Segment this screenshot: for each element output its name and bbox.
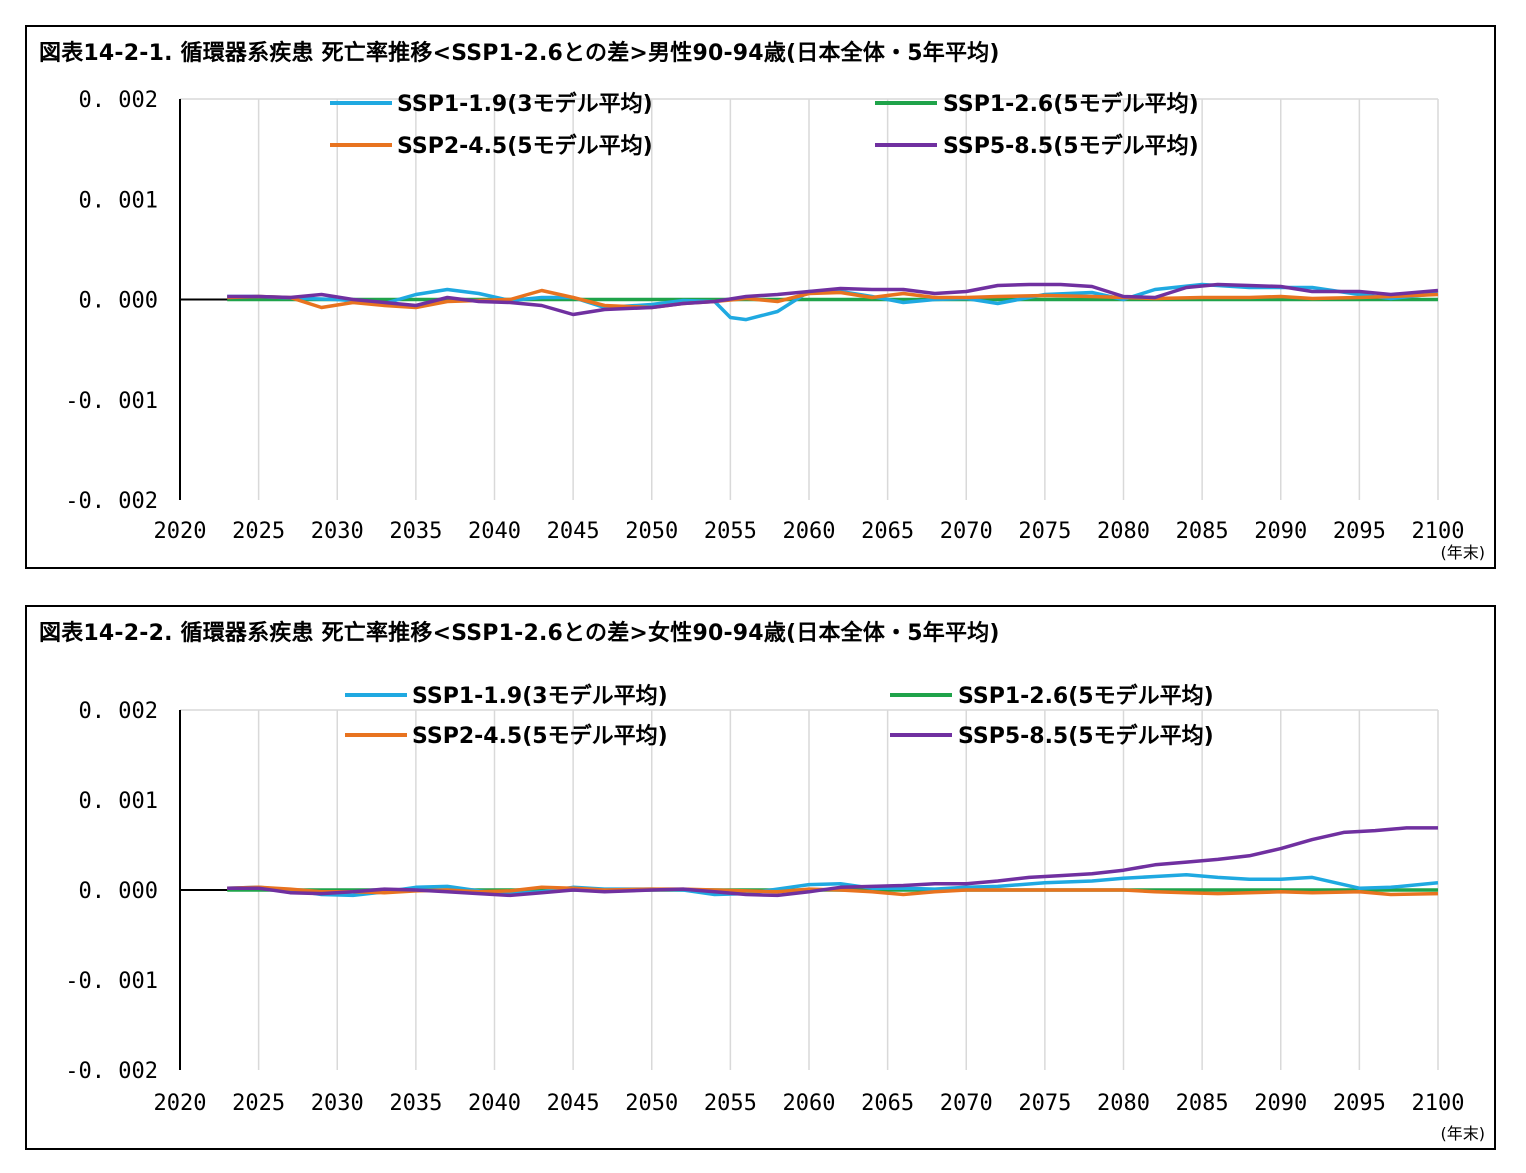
- x-tick-label: 2090: [1254, 1091, 1307, 1116]
- x-tick-label: 2035: [389, 519, 442, 544]
- y-tick-label: 0. 002: [79, 88, 158, 113]
- x-tick-label: 2080: [1097, 1091, 1150, 1116]
- chart-panel-male: 図表14-2-1. 循環器系疾患 死亡率推移<SSP1-2.6との差>男性90-…: [25, 25, 1496, 569]
- x-tick-label: 2100: [1412, 519, 1465, 544]
- x-tick-label: 2050: [625, 1091, 678, 1116]
- y-tick-label: 0. 001: [79, 789, 158, 814]
- x-tick-label: 2025: [232, 1091, 285, 1116]
- x-tick-label: 2030: [311, 1091, 364, 1116]
- y-tick-label: -0. 001: [65, 389, 158, 414]
- series-line-3: [227, 826, 1438, 898]
- x-tick-label: 2020: [154, 519, 207, 544]
- chart-panel-female: 図表14-2-2. 循環器系疾患 死亡率推移<SSP1-2.6との差>女性90-…: [25, 605, 1496, 1150]
- line-chart-male: 0. 002 0. 001 0. 000 -0. 001 -0. 002 2020 2025…: [65, 88, 1486, 562]
- x-tick-label: 2070: [940, 519, 993, 544]
- x-tick-label: 2050: [625, 519, 678, 544]
- x-tick-label: 2065: [861, 519, 914, 544]
- x-tick-label: 2100: [1412, 1091, 1465, 1116]
- x-tick-label: 2085: [1176, 519, 1229, 544]
- x-tick-label: 2095: [1333, 519, 1386, 544]
- x-tick-label: 2085: [1176, 1091, 1229, 1116]
- y-tick-label: 0. 000: [79, 879, 158, 904]
- x-unit-label: (年末): [1441, 543, 1486, 562]
- x-tick-label: 2055: [704, 1091, 757, 1116]
- x-tick-label: 2060: [783, 519, 836, 544]
- x-tick-label: 2045: [547, 1091, 600, 1116]
- x-tick-label: 2025: [232, 519, 285, 544]
- x-tick-label: 2095: [1333, 1091, 1386, 1116]
- x-tick-label: 2065: [861, 1091, 914, 1116]
- x-tick-label: 2075: [1018, 519, 1071, 544]
- x-tick-label: 2080: [1097, 519, 1150, 544]
- series-line-0: [227, 872, 1439, 898]
- y-tick-label: 0. 002: [79, 699, 158, 724]
- series-line-3: [227, 282, 1439, 317]
- x-tick-label: 2030: [311, 519, 364, 544]
- legend-label: SSP2-4.5(5モデル平均): [412, 723, 668, 749]
- series-line-2: [227, 288, 1439, 310]
- x-tick-label: 2040: [468, 519, 521, 544]
- x-tick-label: 2045: [547, 519, 600, 544]
- x-tick-label: 2070: [940, 1091, 993, 1116]
- x-tick-label: 2020: [154, 1091, 207, 1116]
- x-tick-label: 2055: [704, 519, 757, 544]
- y-tick-label: 0. 000: [79, 289, 158, 314]
- chart-title: 図表14-2-1. 循環器系疾患 死亡率推移<SSP1-2.6との差>男性90-…: [39, 41, 1000, 66]
- legend-label: SSP5-8.5(5モデル平均): [943, 133, 1199, 159]
- x-unit-label: (年末): [1441, 1124, 1486, 1143]
- x-tick-label: 2090: [1254, 519, 1307, 544]
- y-tick-label: 0. 001: [79, 188, 158, 213]
- y-tick-label: -0. 002: [65, 489, 158, 514]
- legend-label: SSP2-4.5(5モデル平均): [397, 133, 653, 159]
- x-tick-label: 2040: [468, 1091, 521, 1116]
- x-tick-label: 2060: [783, 1091, 836, 1116]
- x-tick-label: 2075: [1018, 1091, 1071, 1116]
- line-chart-female: 0. 002 0. 001 0. 000 -0. 001 -0. 002 2020 2025…: [65, 683, 1486, 1143]
- legend-label: SSP1-1.9(3モデル平均): [397, 91, 653, 117]
- legend-label: SSP1-1.9(3モデル平均): [412, 683, 668, 709]
- legend-label: SSP1-2.6(5モデル平均): [958, 683, 1214, 709]
- legend-label: SSP5-8.5(5モデル平均): [958, 723, 1214, 749]
- x-tick-label: 2035: [389, 1091, 442, 1116]
- legend-label: SSP1-2.6(5モデル平均): [943, 91, 1199, 117]
- chart-title: 図表14-2-2. 循環器系疾患 死亡率推移<SSP1-2.6との差>女性90-…: [39, 621, 1000, 646]
- y-tick-label: -0. 001: [65, 969, 158, 994]
- y-tick-label: -0. 002: [65, 1059, 158, 1084]
